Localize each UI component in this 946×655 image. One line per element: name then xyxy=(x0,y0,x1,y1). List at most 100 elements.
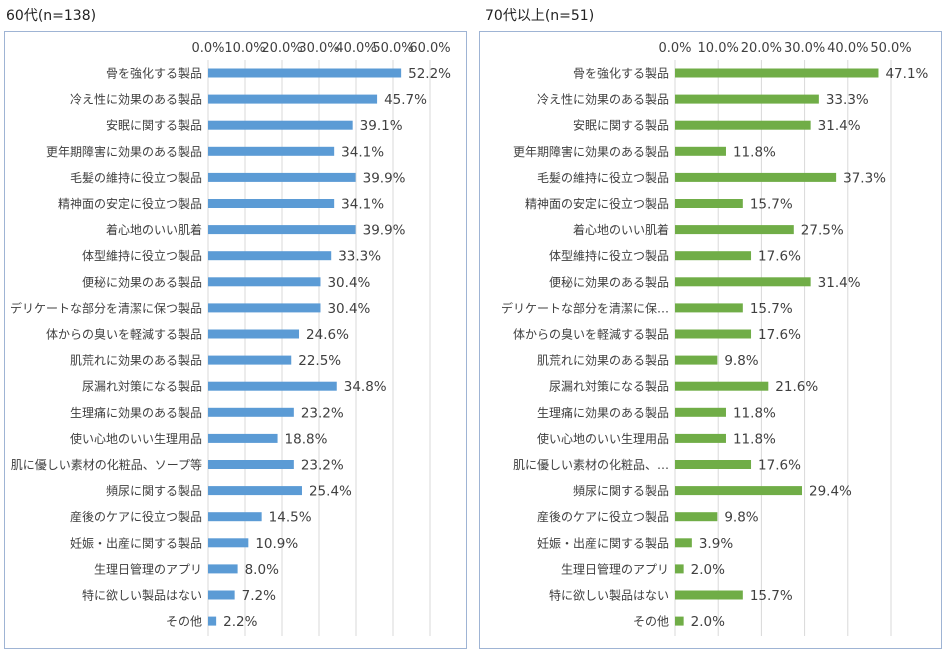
category-label-60s: デリケートな部分を清潔に保つ製品 xyxy=(10,300,202,315)
value-label-70s: 11.8% xyxy=(733,431,776,447)
value-label-60s: 14.5% xyxy=(269,510,312,526)
value-label-60s: 25.4% xyxy=(309,484,352,500)
value-label-60s: 30.4% xyxy=(327,301,370,317)
tick-label-60s: 10.0% xyxy=(224,41,265,56)
category-label-70s: 生理痛に効果のある製品 xyxy=(537,405,669,420)
value-label-60s: 24.6% xyxy=(306,327,349,343)
bar-60s xyxy=(208,538,249,548)
bar-60s xyxy=(208,355,292,365)
bar-60s xyxy=(208,407,294,417)
value-label-70s: 3.9% xyxy=(699,536,733,552)
value-label-60s: 18.8% xyxy=(285,431,328,447)
category-label-60s: 生理痛に効果のある製品 xyxy=(70,405,202,420)
category-label-60s: 体型維持に役立つ製品 xyxy=(82,248,202,263)
category-label-70s: 着心地のいい肌着 xyxy=(573,222,669,237)
value-label-70s: 11.8% xyxy=(733,405,776,421)
bar-60s xyxy=(208,564,238,574)
category-label-70s: 特に欲しい製品はない xyxy=(549,588,669,603)
value-label-70s: 2.0% xyxy=(691,614,725,630)
bar-chart-70s: 0.0% 10.0% 20.0% 30.0% 40.0% 50.0% 骨を強化する製品 47.… xyxy=(501,41,929,636)
category-label-70s: 安眠に関する製品 xyxy=(573,118,669,133)
category-label-60s: 毛髪の維持に役立つ製品 xyxy=(70,170,202,185)
bar-70s xyxy=(675,486,803,496)
value-label-70s: 17.6% xyxy=(758,458,801,474)
bar-70s xyxy=(675,225,794,235)
value-label-60s: 52.2% xyxy=(408,66,451,82)
value-label-70s: 15.7% xyxy=(750,197,793,213)
value-label-60s: 8.0% xyxy=(245,562,279,578)
bar-70s xyxy=(675,564,684,574)
bar-60s xyxy=(208,120,353,130)
bar-60s xyxy=(208,460,294,469)
value-label-70s: 37.3% xyxy=(843,170,886,186)
tick-label-60s: 50.0% xyxy=(372,41,413,56)
bar-70s xyxy=(675,433,726,443)
category-label-70s: 肌荒れに効果のある製品 xyxy=(537,353,669,368)
value-label-60s: 45.7% xyxy=(384,92,427,108)
tick-label-60s: 30.0% xyxy=(298,41,339,56)
bar-60s xyxy=(208,616,217,626)
bar-60s xyxy=(208,251,332,261)
category-label-70s: その他 xyxy=(633,615,669,629)
bar-70s xyxy=(675,120,811,130)
category-label-60s: 産後のケアに役立つ製品 xyxy=(70,509,202,524)
bar-70s xyxy=(675,590,743,600)
value-label-70s: 2.0% xyxy=(691,562,725,578)
bar-60s xyxy=(208,433,278,443)
category-label-60s: 生理日管理のアプリ xyxy=(94,561,202,576)
category-label-70s: デリケートな部分を清潔に保… xyxy=(501,300,669,315)
chart-title-60s: 60代(n=138) xyxy=(6,8,97,24)
value-label-70s: 9.8% xyxy=(724,510,758,526)
value-label-60s: 10.9% xyxy=(255,536,298,552)
bar-70s xyxy=(675,303,743,313)
value-label-70s: 33.3% xyxy=(826,92,869,108)
tick-label-70s: 40.0% xyxy=(827,41,868,56)
value-label-70s: 31.4% xyxy=(818,275,861,291)
tick-label-70s: 10.0% xyxy=(698,41,739,56)
bar-60s xyxy=(208,329,300,339)
category-label-70s: 精神面の安定に役立つ製品 xyxy=(525,196,669,211)
value-label-60s: 39.9% xyxy=(363,223,406,239)
chart-panel-70s: 0.0% 10.0% 20.0% 30.0% 40.0% 50.0% 骨を強化する製品 47.… xyxy=(479,31,942,649)
category-label-70s: 頻尿に関する製品 xyxy=(573,484,669,498)
bar-70s xyxy=(675,460,752,469)
category-label-70s: 体からの臭いを軽減する製品 xyxy=(513,327,669,342)
value-label-70s: 31.4% xyxy=(818,118,861,134)
category-label-60s: 肌荒れに効果のある製品 xyxy=(70,353,202,368)
bar-70s xyxy=(675,68,879,78)
category-label-60s: 更年期障害に効果のある製品 xyxy=(46,144,202,159)
chart-panel-60s: 0.0% 10.0% 20.0% 30.0% 40.0% 50.0% 60.0% 骨を強化する… xyxy=(4,31,467,649)
category-label-60s: 肌に優しい素材の化粧品、ソープ等 xyxy=(11,458,202,472)
value-label-60s: 22.5% xyxy=(298,353,341,369)
category-label-70s: 産後のケアに役立つ製品 xyxy=(537,509,669,524)
category-label-70s: 使い心地のいい生理用品 xyxy=(537,431,669,446)
value-label-60s: 23.2% xyxy=(301,458,344,474)
bar-60s xyxy=(208,199,335,208)
category-label-60s: 着心地のいい肌着 xyxy=(106,222,202,237)
bar-70s xyxy=(675,538,692,548)
tick-label-70s: 30.0% xyxy=(784,41,825,56)
category-label-60s: 使い心地のいい生理用品 xyxy=(70,431,202,446)
bar-70s xyxy=(675,329,752,339)
category-label-70s: 妊娠・出産に関する製品 xyxy=(537,535,669,550)
bar-60s xyxy=(208,486,302,496)
category-label-60s: その他 xyxy=(166,615,202,629)
value-label-60s: 33.3% xyxy=(338,249,381,265)
value-label-60s: 2.2% xyxy=(223,614,257,630)
category-label-70s: 肌に優しい素材の化粧品、… xyxy=(513,458,669,472)
value-label-60s: 39.9% xyxy=(363,170,406,186)
bar-60s xyxy=(208,512,262,522)
value-label-60s: 39.1% xyxy=(360,118,403,134)
category-label-60s: 妊娠・出産に関する製品 xyxy=(70,535,202,550)
tick-label-60s: 20.0% xyxy=(261,41,302,56)
tick-label-60s: 60.0% xyxy=(409,41,450,56)
category-label-70s: 更年期障害に効果のある製品 xyxy=(513,144,669,159)
value-label-70s: 15.7% xyxy=(750,301,793,317)
category-label-60s: 特に欲しい製品はない xyxy=(82,588,202,603)
bar-70s xyxy=(675,616,684,626)
bar-60s xyxy=(208,94,378,104)
value-label-60s: 23.2% xyxy=(301,405,344,421)
bar-70s xyxy=(675,407,726,417)
bar-70s xyxy=(675,146,726,156)
category-label-60s: 骨を強化する製品 xyxy=(106,67,202,81)
